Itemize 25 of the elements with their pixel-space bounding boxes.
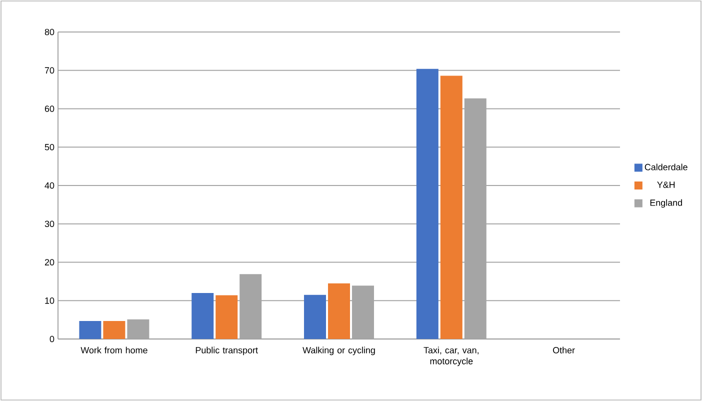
y-tick-label: 10 <box>45 297 54 304</box>
y-tick-label: 80 <box>44 28 54 36</box>
y-tick-label: 0 <box>50 336 54 342</box>
bar <box>328 283 350 339</box>
bar <box>416 68 438 339</box>
y-tick-label: 40 <box>44 182 54 189</box>
y-tick-label: 60 <box>44 106 54 112</box>
bar <box>216 295 238 339</box>
x-tick-label: Other <box>553 346 575 354</box>
bar <box>192 292 214 339</box>
y-tick-label: 50 <box>44 144 54 150</box>
legend-label: Calderdale <box>644 164 688 170</box>
legend-label: Y&H <box>657 182 675 188</box>
x-tick-label: Work from home <box>80 346 148 354</box>
y-tick-label: 30 <box>44 220 54 228</box>
bar <box>304 294 326 339</box>
x-tick-label: Walking or cycling <box>302 346 375 356</box>
legend-label: England <box>650 199 682 208</box>
x-tick-label: Taxi, car, van, motorcycle <box>424 346 478 366</box>
bar <box>103 320 126 339</box>
y-tick-label: 70 <box>44 67 54 74</box>
y-tick-label: 20 <box>44 259 54 266</box>
x-tick-label: Public transport <box>196 346 258 356</box>
bar <box>440 76 462 339</box>
bar <box>79 320 102 339</box>
